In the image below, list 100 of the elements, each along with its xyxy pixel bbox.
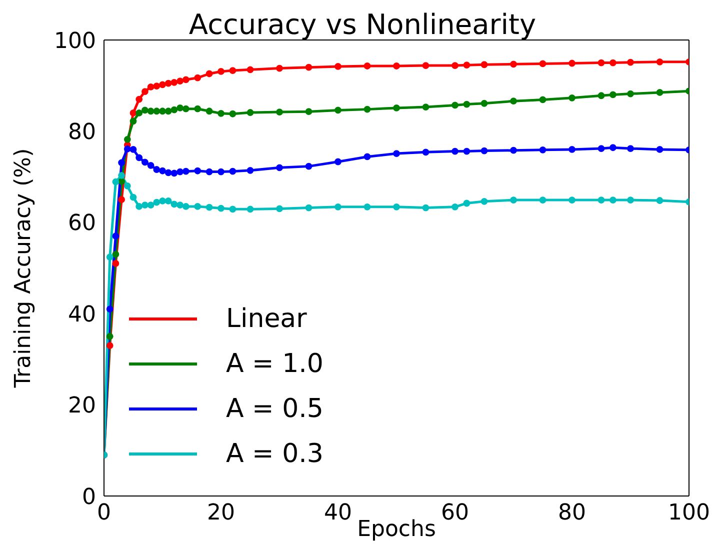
point [452,148,458,155]
point [164,80,172,87]
point [112,250,120,258]
point [118,172,125,179]
point [136,202,143,210]
point [598,196,605,204]
point [393,62,400,70]
point [510,196,517,204]
point [142,158,148,166]
point [480,147,488,154]
x-axis-title: Epochs [357,517,436,542]
point [334,158,342,166]
point [112,232,120,240]
point [246,166,254,174]
point [124,146,131,152]
point [598,59,605,66]
point [422,104,430,110]
point [334,63,342,70]
point [147,84,154,90]
point [106,306,114,312]
point [452,62,458,69]
point [656,58,664,66]
point [229,206,236,213]
point [176,78,184,84]
point [218,204,224,212]
point [452,102,458,109]
point [106,254,114,261]
point [124,182,131,190]
point [539,196,546,204]
point [218,68,224,75]
point [480,198,488,205]
point [130,118,137,125]
point [170,78,178,86]
point [118,178,125,185]
point [164,169,172,176]
point [118,159,125,166]
point [170,200,178,208]
chart-title: Accuracy vs Nonlinearity [188,8,536,41]
point [568,196,576,204]
point [229,110,236,118]
point [182,202,190,210]
point [568,146,576,153]
point [364,106,371,113]
point [159,167,166,174]
point [118,196,125,204]
point [393,104,400,112]
point [305,64,312,71]
y-tick-label: 40 [68,302,96,328]
point [153,82,160,90]
point [463,62,470,69]
point [142,202,148,209]
point [182,168,190,175]
point [164,108,172,115]
y-tick-label: 20 [68,394,96,419]
point [182,76,190,84]
point [422,148,430,156]
point [153,198,160,206]
point [463,100,470,108]
point [610,91,616,98]
point [147,202,154,209]
point [598,92,605,100]
x-tick-label: 80 [558,500,586,526]
point [334,106,342,114]
point [610,196,616,204]
point [452,203,458,210]
y-tick-label: 80 [68,120,96,146]
x-tick-label: 40 [324,500,352,526]
point [130,146,137,153]
point [627,58,634,66]
point [176,202,184,209]
point [218,168,224,176]
point [153,108,160,115]
point [206,108,213,115]
point [568,60,576,67]
point [510,98,517,105]
point [194,74,202,82]
x-tick-label: 100 [668,500,710,526]
point [610,59,616,66]
point [480,100,488,107]
legend-label: A = 0.5 [226,394,324,424]
point [164,198,172,204]
point [130,110,137,116]
point [463,200,470,207]
point [159,108,166,115]
point [305,204,312,212]
point [246,109,254,116]
point [112,260,120,267]
x-tick-label: 20 [207,500,235,526]
point [510,60,517,68]
point [364,203,371,210]
point [206,168,213,176]
point [218,110,224,117]
y-tick-label: 0 [82,484,96,510]
y-tick-label: 100 [54,28,96,54]
point [153,166,160,173]
y-tick-label: 60 [68,211,96,236]
point [176,104,184,112]
point [539,60,546,68]
point [142,88,148,95]
point [463,148,470,155]
